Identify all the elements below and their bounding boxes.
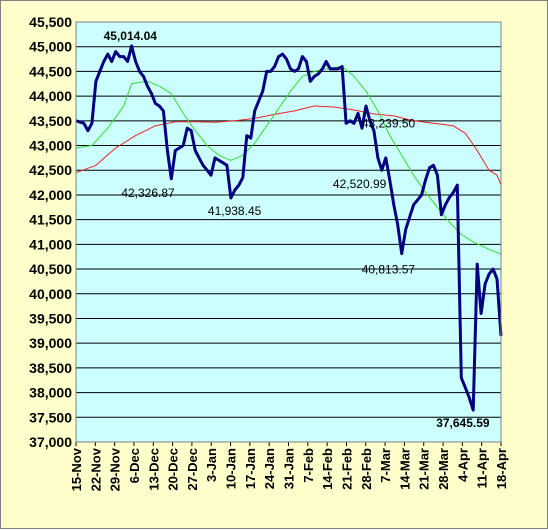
- x-tick-label: 10-Jan: [224, 448, 239, 489]
- x-tick-label: 22-Nov: [88, 447, 103, 491]
- x-tick-label: 7-Feb: [301, 448, 316, 483]
- series-line-index: [75, 44, 503, 412]
- x-tick-label: 27-Dec: [185, 448, 200, 491]
- x-tick-label: 11-Apr: [475, 448, 490, 488]
- y-tick-label: 37,000: [29, 434, 72, 450]
- y-axis-tick-labels: 37,000 37,500 38,000 38,500 39,000 39,500 40,0…: [29, 14, 72, 450]
- x-tick-label: 17-Jan: [243, 448, 258, 489]
- series-line-ma-short: [75, 66, 502, 255]
- series-line-ma-long: [75, 105, 502, 186]
- plot-border: [75, 21, 502, 443]
- series-lines: [75, 44, 503, 412]
- x-tick-label: 13-Dec: [146, 448, 161, 491]
- x-tick-label: 18-Apr: [494, 448, 509, 489]
- y-tick-label: 45,500: [29, 14, 72, 30]
- value-annotation: 43,239.50: [362, 117, 416, 131]
- x-axis-tick-labels: 15-Nov 22-Nov 29-Nov 6-Dec 13-Dec 20-Dec 27-De…: [69, 442, 509, 491]
- value-annotation: 45,014.04: [104, 29, 158, 43]
- x-tick-label: 14-Mar: [397, 448, 412, 490]
- y-tick-label: 41,500: [29, 212, 72, 228]
- y-tick-label: 45,000: [29, 39, 72, 55]
- y-tick-label: 41,000: [29, 236, 72, 252]
- x-tick-label: 28-Feb: [359, 448, 374, 490]
- x-tick-label: 28-Mar: [436, 448, 451, 490]
- y-tick-label: 42,500: [29, 162, 72, 178]
- x-tick-label: 6-Dec: [127, 448, 142, 483]
- x-tick-label: 31-Jan: [282, 448, 297, 489]
- y-tick-label: 40,000: [29, 286, 72, 302]
- value-annotation: 42,326.87: [121, 186, 175, 200]
- plot-area: [76, 22, 501, 442]
- x-tick-label: 21-Mar: [417, 448, 432, 490]
- x-tick-label: 3-Jan: [204, 448, 219, 482]
- x-tick-label: 29-Nov: [108, 447, 123, 491]
- x-tick-label: 4-Apr: [455, 448, 470, 482]
- y-tick-label: 42,000: [29, 187, 72, 203]
- x-tick-label: 7-Mar: [378, 448, 393, 483]
- y-tick-label: 39,000: [29, 335, 72, 351]
- x-tick-label: 14-Feb: [320, 448, 335, 490]
- y-tick-label: 40,500: [29, 261, 72, 277]
- value-annotation: 41,938.45: [208, 204, 262, 218]
- x-tick-label: 20-Dec: [166, 448, 181, 491]
- y-tick-label: 38,000: [29, 385, 72, 401]
- y-tick-label: 43,000: [29, 138, 72, 154]
- y-tick-label: 39,500: [29, 310, 72, 326]
- y-tick-label: 44,000: [29, 88, 72, 104]
- y-tick-label: 38,500: [29, 360, 72, 376]
- x-tick-label: 24-Jan: [262, 448, 277, 489]
- x-tick-label: 21-Feb: [339, 448, 354, 490]
- y-tick-label: 44,500: [29, 63, 72, 79]
- value-annotation: 37,645.59: [436, 416, 490, 430]
- x-tick-label: 15-Nov: [69, 447, 84, 491]
- data-annotations: 45,014.04 42,326.87 41,938.45 43,239.50 42,5…: [104, 29, 490, 430]
- y-tick-label: 37,500: [29, 409, 72, 425]
- value-annotation: 42,520.99: [333, 177, 387, 191]
- y-tick-label: 43,500: [29, 113, 72, 129]
- value-annotation: 40,813.57: [362, 263, 416, 277]
